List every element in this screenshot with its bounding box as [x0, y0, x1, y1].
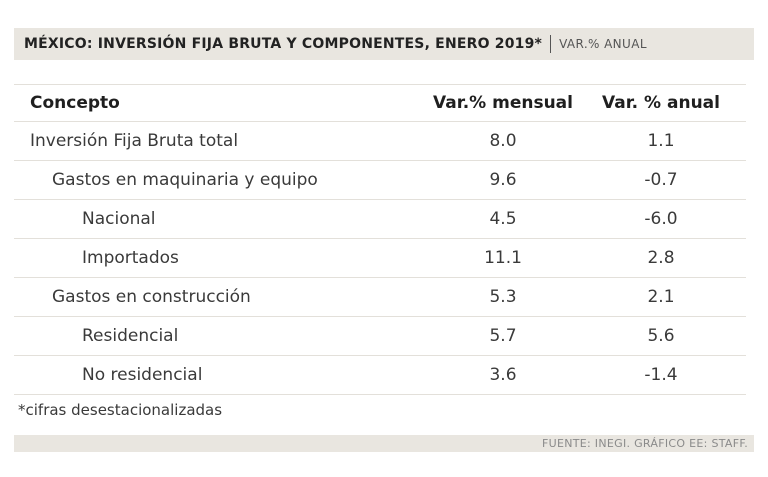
table-row: Nacional 4.5 -6.0: [14, 200, 746, 239]
value-anual: 1.1: [647, 131, 675, 151]
table-header-row: Concepto Var.% mensual Var. % anual: [14, 84, 746, 122]
row-label: Inversión Fija Bruta total: [30, 131, 239, 151]
chart-subtitle: VAR.% ANUAL: [559, 37, 647, 51]
row-label: No residencial: [82, 365, 203, 385]
column-header-concepto: Concepto: [30, 93, 120, 113]
value-mensual: 4.5: [489, 209, 517, 229]
value-anual: 2.8: [647, 248, 675, 268]
title-bar: MÉXICO: INVERSIÓN FIJA BRUTA Y COMPONENT…: [14, 28, 754, 60]
column-header-anual: Var. % anual: [602, 93, 720, 113]
footnote: *cifras desestacionalizadas: [18, 401, 223, 419]
source-credit: FUENTE: INEGI. GRÁFICO EE: STAFF.: [541, 437, 748, 450]
value-anual: 2.1: [647, 287, 675, 307]
row-label: Importados: [82, 248, 179, 268]
table-row: Gastos en construcción 5.3 2.1: [14, 278, 746, 317]
row-label: Gastos en maquinaria y equipo: [52, 170, 318, 190]
value-mensual: 8.0: [489, 131, 517, 151]
table-row: Residencial 5.7 5.6: [14, 317, 746, 356]
value-anual: -1.4: [644, 365, 678, 385]
row-label: Nacional: [82, 209, 156, 229]
table-row: No residencial 3.6 -1.4: [14, 356, 746, 395]
title-divider: [550, 35, 552, 53]
column-header-mensual: Var.% mensual: [433, 93, 573, 113]
table-row: Inversión Fija Bruta total 8.0 1.1: [14, 122, 746, 161]
data-table: Concepto Var.% mensual Var. % anual Inve…: [14, 84, 746, 395]
value-anual: -0.7: [644, 170, 678, 190]
value-anual: -6.0: [644, 209, 678, 229]
table-row: Importados 11.1 2.8: [14, 239, 746, 278]
value-mensual: 5.3: [489, 287, 517, 307]
row-label: Gastos en construcción: [52, 287, 251, 307]
value-mensual: 9.6: [489, 170, 517, 190]
row-label: Residencial: [82, 326, 179, 346]
source-bar: FUENTE: INEGI. GRÁFICO EE: STAFF.: [14, 435, 754, 452]
value-mensual: 11.1: [484, 248, 522, 268]
table-row: Gastos en maquinaria y equipo 9.6 -0.7: [14, 161, 746, 200]
chart-title: MÉXICO: INVERSIÓN FIJA BRUTA Y COMPONENT…: [24, 36, 543, 52]
value-mensual: 5.7: [489, 326, 517, 346]
value-anual: 5.6: [647, 326, 675, 346]
value-mensual: 3.6: [489, 365, 517, 385]
